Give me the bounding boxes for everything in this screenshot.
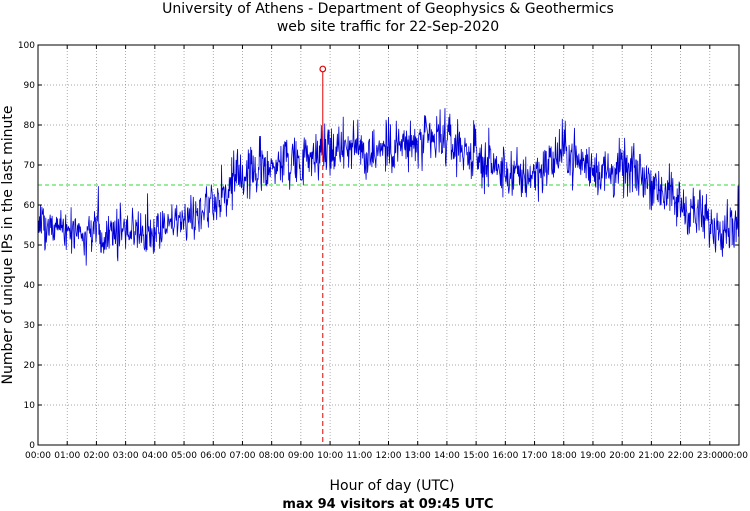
y-axis-label: Number of unique IPs in the last minute [0,106,16,385]
y-tick-label: 70 [24,161,36,171]
x-tick-label: 16:00 [492,451,518,461]
y-tick-label: 30 [24,321,36,331]
y-tick-label: 100 [18,41,35,51]
x-tick-label: 00:00 [25,451,51,461]
chart-title: University of Athens - Department of Geo… [162,1,614,17]
x-tick-label: 11:00 [346,451,372,461]
y-tick-label: 60 [24,201,36,211]
x-tick-label: 15:00 [463,451,489,461]
y-tick-label: 10 [24,401,36,411]
x-tick-label: 09:00 [288,451,314,461]
x-tick-label: 20:00 [609,451,635,461]
x-tick-label: 03:00 [113,451,139,461]
x-tick-label: 17:00 [522,451,548,461]
x-tick-label: 04:00 [142,451,168,461]
x-axis-ticks: 00:00 01:00 02:00 03:00 04:00 05:00 06:00 07:00… [25,45,748,461]
x-tick-label: 07:00 [229,451,255,461]
y-tick-label: 80 [24,121,36,131]
y-tick-label: 40 [24,281,36,291]
x-tick-label: 22:00 [668,451,694,461]
x-tick-label: 19:00 [580,451,606,461]
x-tick-label: 10:00 [317,451,343,461]
y-axis-ticks: 0 10 20 30 40 50 60 70 80 90 100 [18,41,739,451]
max-marker-point [319,65,327,73]
x-tick-label: 21:00 [638,451,664,461]
x-tick-label: 02:00 [83,451,109,461]
x-tick-label: 23:00 [697,451,723,461]
x-tick-label: 18:00 [551,451,577,461]
x-tick-label: 01:00 [54,451,80,461]
y-tick-label: 20 [24,361,36,371]
x-tick-label: 05:00 [171,451,197,461]
x-tick-label: 00:00 [722,451,748,461]
x-tick-label: 14:00 [434,451,460,461]
x-axis-label: Hour of day (UTC) [330,478,455,494]
max-visitors-note: max 94 visitors at 09:45 UTC [282,497,493,511]
y-tick-label: 50 [24,241,36,251]
series-line-traffic [37,108,740,266]
grid [37,44,740,446]
y-tick-label: 90 [24,81,36,91]
y-tick-label: 0 [29,441,35,451]
x-tick-label: 13:00 [405,451,431,461]
chart-subtitle: web site traffic for 22-Sep-2020 [277,19,499,35]
x-tick-label: 12:00 [376,451,402,461]
x-tick-label: 08:00 [259,451,285,461]
x-tick-label: 06:00 [200,451,226,461]
